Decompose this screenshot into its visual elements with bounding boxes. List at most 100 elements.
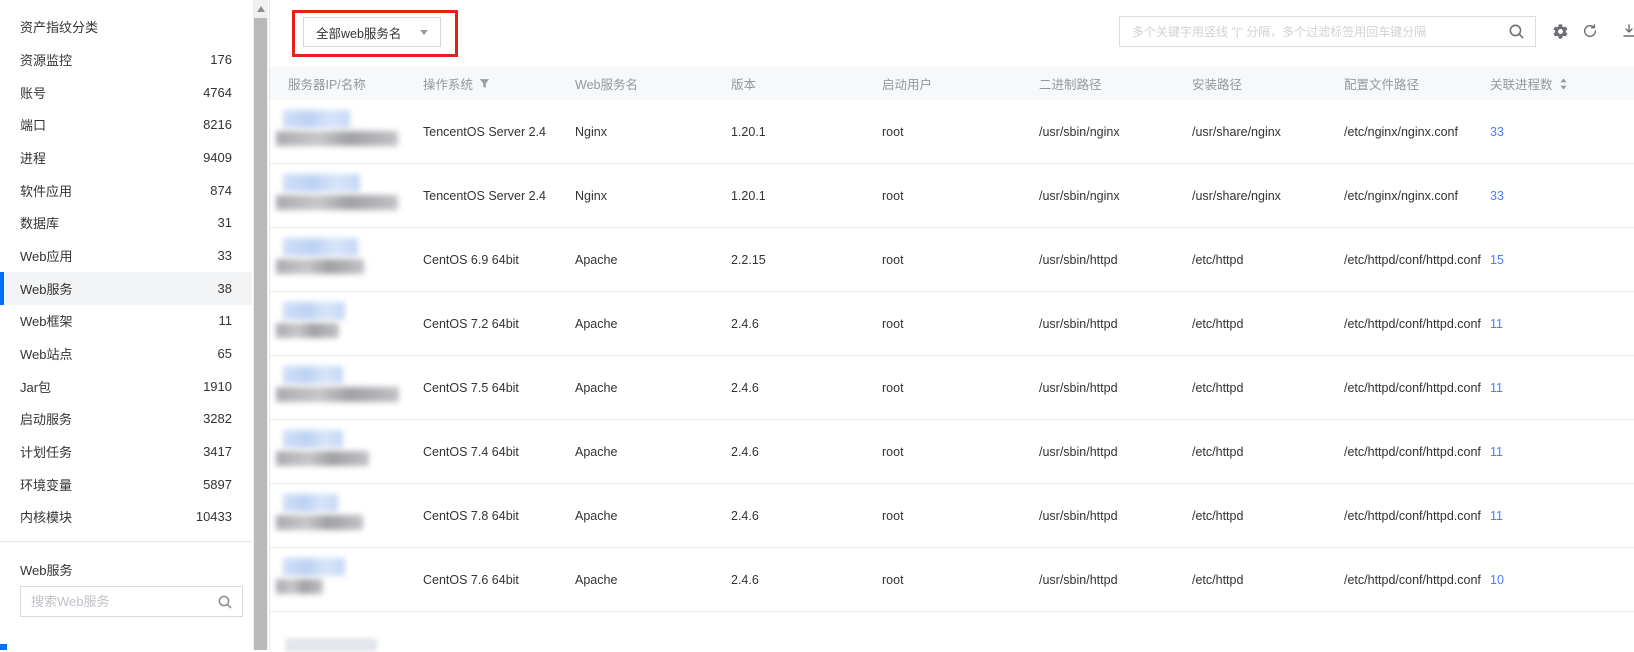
service-name-filter-value: 全部web服务名 [316, 26, 402, 41]
column-header-3: 版本 [731, 74, 882, 93]
column-header-2: Web服务名 [575, 74, 731, 93]
search-icon[interactable] [217, 594, 233, 610]
sidebar-item-启动服务[interactable]: 启动服务 3282 [0, 403, 252, 436]
process-count-cell: 11 [1490, 445, 1634, 459]
sidebar-item-软件应用[interactable]: 软件应用 874 [0, 174, 252, 207]
sidebar-item-count: 33 [217, 247, 232, 263]
table-row[interactable]: TencentOS Server 2.4 Nginx 1.20.1 root /… [270, 100, 1634, 164]
binary-path-cell: /usr/sbin/httpd [1039, 380, 1118, 395]
process-count-cell: 11 [1490, 381, 1634, 395]
sidebar-item-内核模块[interactable]: 内核模块 10433 [0, 501, 252, 534]
search-icon[interactable] [1508, 23, 1525, 40]
column-header-1[interactable]: 操作系统 [423, 74, 575, 93]
os-cell: CentOS 7.8 64bit [423, 508, 519, 523]
sidebar-item-label: 内核模块 [20, 510, 73, 526]
config-path-cell: /etc/httpd/conf/httpd.conf [1344, 252, 1481, 267]
process-count-link[interactable]: 33 [1490, 188, 1504, 203]
process-count-link[interactable]: 10 [1490, 572, 1504, 587]
column-header-4: 启动用户 [882, 74, 1039, 93]
panel-divider [269, 0, 270, 650]
web-service-cell: Apache [575, 508, 618, 523]
os-cell: CentOS 7.2 64bit [423, 316, 519, 331]
keyword-search-box[interactable] [1119, 16, 1536, 47]
table-row[interactable]: CentOS 7.2 64bit Apache 2.4.6 root /usr/… [270, 292, 1634, 356]
sidebar-item-label: Web应用 [20, 248, 73, 264]
refresh-icon[interactable] [1581, 22, 1599, 40]
column-header-label: 关联进程数 [1490, 78, 1553, 92]
table-row[interactable]: CentOS 7.4 64bit Apache 2.4.6 root /usr/… [270, 420, 1634, 484]
table-row[interactable]: CentOS 6.9 64bit Apache 2.2.15 root /usr… [270, 228, 1634, 292]
os-cell: CentOS 7.5 64bit [423, 380, 519, 395]
sidebar-item-进程[interactable]: 进程 9409 [0, 141, 252, 174]
web-service-cell: Nginx [575, 188, 607, 203]
sidebar-item-count: 874 [210, 182, 232, 198]
table-row[interactable]: CentOS 7.8 64bit Apache 2.4.6 root /usr/… [270, 484, 1634, 548]
sidebar-item-label: 启动服务 [20, 412, 73, 428]
start-user-cell: root [882, 508, 904, 523]
download-icon[interactable] [1620, 22, 1634, 40]
sidebar-item-资源监控[interactable]: 资源监控 176 [0, 43, 252, 76]
sidebar-item-Web框架[interactable]: Web框架 11 [0, 305, 252, 338]
sidebar-title: 资产指纹分类 [20, 20, 99, 35]
sidebar-search-input[interactable] [21, 594, 217, 609]
process-count-cell: 10 [1490, 573, 1634, 587]
sidebar-item-环境变量[interactable]: 环境变量 5897 [0, 468, 252, 501]
config-path-cell: /etc/httpd/conf/httpd.conf [1344, 508, 1481, 523]
os-cell: CentOS 7.6 64bit [423, 572, 519, 587]
service-name-filter-dropdown[interactable]: 全部web服务名 [303, 17, 441, 47]
process-count-link[interactable]: 11 [1490, 508, 1503, 523]
table-row[interactable]: CentOS 7.5 64bit Apache 2.4.6 root /usr/… [270, 356, 1634, 420]
table-row[interactable]: CentOS 7.6 64bit Apache 2.4.6 root /usr/… [270, 548, 1634, 612]
sidebar-item-Web站点[interactable]: Web站点 65 [0, 337, 252, 370]
sidebar-item-Web服务[interactable]: Web服务 38 [0, 271, 252, 305]
scrollbar-up-arrow-icon[interactable] [256, 6, 265, 12]
sidebar-item-账号[interactable]: 账号 4764 [0, 76, 252, 109]
config-path-cell: /etc/httpd/conf/httpd.conf [1344, 444, 1481, 459]
sidebar-item-Web应用[interactable]: Web应用 33 [0, 239, 252, 272]
process-count-link[interactable]: 33 [1490, 124, 1504, 139]
install-path-cell: /etc/httpd [1192, 572, 1244, 587]
version-cell: 2.4.6 [731, 508, 759, 523]
column-header-5: 二进制路径 [1039, 74, 1192, 93]
gear-icon[interactable] [1551, 22, 1569, 40]
sidebar-item-count: 31 [217, 215, 232, 231]
keyword-search-input[interactable] [1120, 24, 1508, 39]
scrollbar-thumb[interactable] [254, 18, 267, 650]
version-cell: 1.20.1 [731, 124, 766, 139]
process-count-link[interactable]: 11 [1490, 316, 1503, 331]
sidebar-item-计划任务[interactable]: 计划任务 3417 [0, 435, 252, 468]
sidebar-item-label: Web框架 [20, 314, 73, 330]
sidebar-item-label: Web站点 [20, 347, 73, 363]
table-row[interactable]: TencentOS Server 2.4 Nginx 1.20.1 root /… [270, 164, 1634, 228]
version-cell: 2.4.6 [731, 572, 759, 587]
column-header-8[interactable]: 关联进程数 [1490, 74, 1634, 93]
web-service-cell: Nginx [575, 124, 607, 139]
sidebar-item-Jar包[interactable]: Jar包 1910 [0, 370, 252, 403]
sidebar-item-label: 环境变量 [20, 477, 73, 493]
column-header-label: 二进制路径 [1039, 78, 1102, 92]
sidebar-item-count: 65 [217, 346, 232, 362]
asset-fingerprint-sidebar: 资产指纹分类 资源监控 176 账号 4764 端口 8216 进程 9409 … [0, 0, 252, 650]
process-count-cell: 11 [1490, 317, 1634, 331]
column-header-0: 服务器IP/名称 [270, 74, 423, 93]
chevron-down-icon [420, 29, 428, 35]
sidebar-item-label: Web服务 [20, 281, 73, 297]
column-header-label: 配置文件路径 [1344, 78, 1420, 92]
install-path-cell: /etc/httpd [1192, 444, 1244, 459]
sidebar-section-label: Web服务 [20, 563, 73, 578]
process-count-link[interactable]: 15 [1490, 252, 1504, 267]
process-count-link[interactable]: 11 [1490, 380, 1503, 395]
column-header-label: 版本 [731, 78, 757, 92]
sidebar-item-数据库[interactable]: 数据库 31 [0, 206, 252, 239]
process-count-link[interactable]: 11 [1490, 444, 1503, 459]
sidebar-item-端口[interactable]: 端口 8216 [0, 108, 252, 141]
config-path-cell: /etc/httpd/conf/httpd.conf [1344, 380, 1481, 395]
version-cell: 2.4.6 [731, 316, 759, 331]
sidebar-item-label: 账号 [20, 85, 47, 101]
sidebar-search-box[interactable] [20, 586, 243, 617]
install-path-cell: /usr/share/nginx [1192, 188, 1281, 203]
filter-icon [479, 79, 490, 88]
sidebar-item-count: 3282 [203, 411, 232, 427]
start-user-cell: root [882, 124, 904, 139]
web-services-panel: 全部web服务名 服务器IP/名称 操作系统 Web服务名 版本 启动用户 二进制路径 安装… [270, 0, 1634, 652]
